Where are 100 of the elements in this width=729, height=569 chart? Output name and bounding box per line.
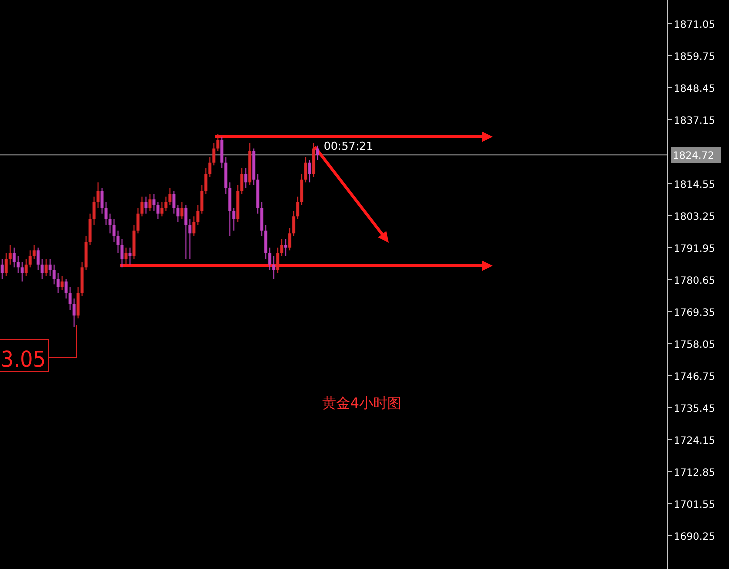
candlestick xyxy=(300,174,304,206)
candlestick xyxy=(8,244,12,265)
candlestick xyxy=(100,188,104,214)
ref-line-label: 1824.72 xyxy=(673,151,714,162)
candlestick xyxy=(304,157,308,183)
candlestick xyxy=(176,205,180,222)
y-tick-label: 1848.45 xyxy=(674,84,716,95)
candlestick xyxy=(208,157,212,178)
candlestick xyxy=(180,202,184,220)
candlestick xyxy=(284,239,288,256)
candlestick xyxy=(24,259,28,276)
candlestick xyxy=(260,202,264,236)
candlestick xyxy=(12,248,16,268)
candlestick xyxy=(44,259,48,276)
candlestick xyxy=(136,208,140,234)
candlestick xyxy=(220,137,224,169)
candlestick xyxy=(84,236,88,270)
candlestick xyxy=(4,253,8,276)
text: 黄金4小时图 xyxy=(322,396,402,412)
candlestick xyxy=(232,208,236,231)
candlestick xyxy=(68,287,72,310)
y-tick-label: 1814.55 xyxy=(674,180,716,191)
candlestick xyxy=(88,214,92,245)
candlestick xyxy=(212,143,216,166)
candlestick xyxy=(268,248,272,270)
candlestick xyxy=(32,244,36,260)
candlestick xyxy=(112,220,116,242)
candlestick xyxy=(120,239,124,268)
annotation: 00:57:21 xyxy=(324,140,374,153)
candlestick xyxy=(172,191,176,214)
candlestick xyxy=(296,196,300,220)
candlestick xyxy=(52,264,56,285)
candlestick xyxy=(280,239,284,256)
candlestick xyxy=(36,248,40,270)
candlestick xyxy=(152,194,156,212)
candlestick xyxy=(116,230,120,254)
candlestick xyxy=(96,182,100,208)
candlestick xyxy=(48,259,52,276)
candlestick xyxy=(188,220,192,260)
candlestick xyxy=(144,196,148,214)
candlestick xyxy=(240,168,244,194)
candlestick xyxy=(40,259,44,279)
y-tick-label: 1746.75 xyxy=(674,372,716,383)
candlestick xyxy=(244,168,248,188)
y-tick-label: 1690.25 xyxy=(674,532,716,544)
candlestick xyxy=(164,196,168,212)
candlestick xyxy=(72,298,76,328)
candlestick xyxy=(288,228,292,251)
candlestick xyxy=(204,168,208,194)
candlestick xyxy=(192,216,196,236)
candlestick xyxy=(124,248,128,265)
candlestick xyxy=(0,259,4,279)
candlestick xyxy=(312,143,316,178)
candlestick xyxy=(316,146,320,160)
candlestick xyxy=(108,214,112,234)
candlestick xyxy=(264,225,268,260)
candlestick xyxy=(28,250,32,268)
candlestick xyxy=(216,134,220,152)
candlestick xyxy=(76,287,80,319)
candlestick xyxy=(168,188,172,206)
candlestick xyxy=(236,186,240,222)
candlestick xyxy=(252,148,256,186)
candlestick xyxy=(308,160,312,183)
y-tick-label: 1837.15 xyxy=(674,116,716,127)
candlestick xyxy=(148,194,152,212)
y-tick-label: 1791.95 xyxy=(674,244,716,255)
candlestick xyxy=(200,186,204,214)
candlestick xyxy=(64,278,68,299)
candlestick xyxy=(92,196,96,226)
candlestick xyxy=(56,273,60,294)
y-tick-label: 1758.05 xyxy=(674,340,716,351)
y-tick-label: 1724.15 xyxy=(674,436,716,447)
y-tick-label: 1735.45 xyxy=(674,404,716,415)
y-tick-label: 1871.05 xyxy=(674,20,716,31)
candlestick xyxy=(16,256,20,274)
annotation: 3.05 xyxy=(1,348,50,373)
candlestick xyxy=(60,276,64,290)
candlestick xyxy=(224,157,228,194)
candlestick xyxy=(248,143,252,186)
candlestick xyxy=(140,196,144,217)
candlestick xyxy=(160,202,164,217)
candlestick xyxy=(272,256,276,279)
candlestick xyxy=(196,205,200,226)
y-tick-label: 1712.85 xyxy=(674,468,716,479)
candlestick xyxy=(276,248,280,274)
candlestick xyxy=(104,202,108,226)
candlestick xyxy=(184,205,188,260)
y-tick-label: 1803.25 xyxy=(674,212,716,223)
y-tick-label: 1701.55 xyxy=(674,500,716,511)
candlestick xyxy=(292,211,296,236)
candlestick xyxy=(20,262,24,282)
candlestick xyxy=(156,202,160,220)
candlestick xyxy=(256,174,260,214)
candlestick xyxy=(80,262,84,296)
candlestick xyxy=(228,182,232,236)
candlestick xyxy=(132,225,136,260)
y-tick-label: 1780.65 xyxy=(674,276,716,287)
y-tick-label: 1859.75 xyxy=(674,52,716,63)
candlestick xyxy=(128,248,132,265)
y-tick-label: 1769.35 xyxy=(674,308,716,319)
